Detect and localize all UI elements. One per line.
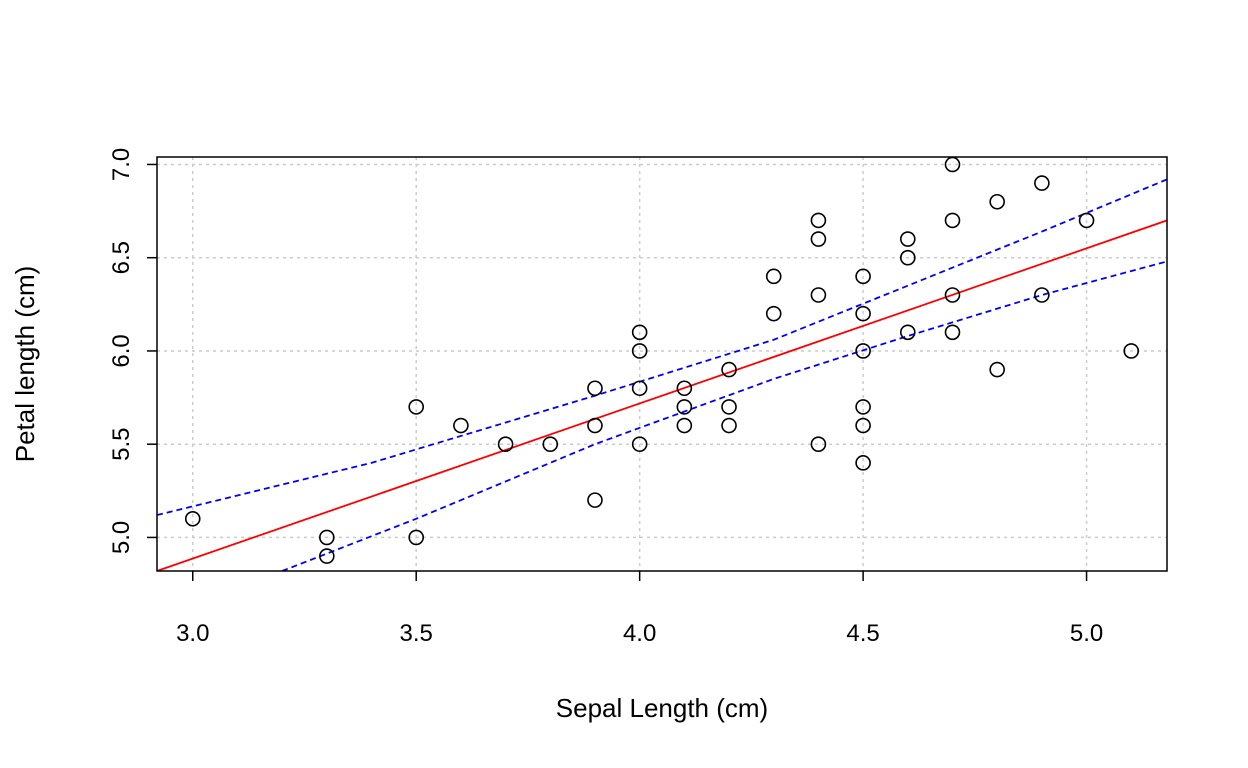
data-point [1034,175,1050,191]
data-point [631,436,648,452]
x-tick-label: 4.0 [623,620,656,647]
y-axis-title: Petal length (cm) [10,266,40,463]
data-point [855,343,871,359]
data-point [319,548,335,564]
data-point [542,436,559,452]
data-point [810,231,827,247]
y-tick-label: 6.0 [108,334,135,367]
x-axis-title: Sepal Length (cm) [556,693,768,723]
y-tick-label: 7.0 [108,148,135,181]
y-tick-label: 6.5 [108,241,135,274]
data-point [587,417,603,434]
data-point [944,324,961,341]
data-points [184,156,1140,564]
data-point [810,436,827,452]
confidence-band-lower [281,260,1167,571]
data-point [765,268,782,285]
data-point [1078,212,1095,229]
data-point [855,455,871,471]
data-point [810,212,827,229]
data-point [497,436,514,452]
data-point [765,305,782,322]
data-point [631,324,648,341]
data-point [676,399,693,415]
x-axis: 3.0 3.5 4.0 4.5 5.0 [176,571,1103,647]
regression-line [157,219,1167,571]
data-point [1123,343,1140,359]
data-point [855,417,871,434]
x-tick-label: 3.5 [400,620,433,647]
data-point [810,287,827,303]
data-point [899,324,916,341]
data-point [855,399,871,415]
data-point [721,361,737,378]
data-point [319,529,335,546]
data-point [989,361,1005,378]
y-tick-label: 5.0 [108,521,135,554]
data-point [631,343,648,359]
data-point [944,212,961,229]
fit-lines [157,178,1167,571]
confidence-band-upper [157,178,1167,516]
plot-frame [156,156,1168,572]
data-point [944,287,961,303]
data-point [587,492,603,508]
data-point [855,305,871,322]
grid-lines [157,157,1167,571]
data-point [855,268,871,285]
data-point [587,380,603,397]
data-point [899,249,916,266]
data-point [184,510,201,527]
y-tick-label: 5.5 [108,428,135,461]
x-tick-label: 5.0 [1070,620,1103,647]
data-point [676,380,693,397]
y-axis: 5.0 5.5 6.0 6.5 7.0 [108,148,157,554]
data-point [721,399,737,415]
x-tick-label: 3.0 [176,620,209,647]
data-point [899,231,916,247]
data-point [676,417,693,434]
data-point [453,417,469,434]
data-point [408,399,425,415]
data-point [989,193,1005,210]
data-point [721,417,737,434]
data-point [408,529,425,546]
data-point [631,380,648,397]
data-point [1034,287,1050,303]
x-tick-label: 4.5 [846,620,879,647]
